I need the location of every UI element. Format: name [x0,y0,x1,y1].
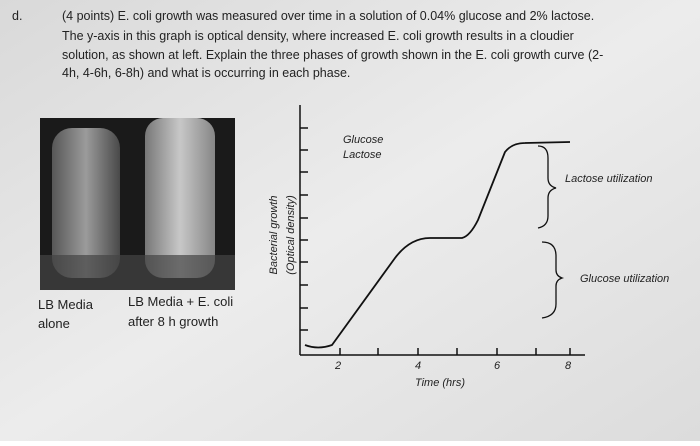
photo-label: LB Media [38,297,94,312]
photo-label: alone [38,316,70,331]
annotation: Lactose utilization [565,173,652,185]
graph-axes [299,105,585,356]
question-line: solution, as shown at left. Explain the … [62,48,603,62]
y-axis-label: Bacterial growth [268,196,280,275]
question-line: The y-axis in this graph is optical dens… [62,29,574,43]
photo-label: after 8 h growth [128,314,218,329]
legend-label: Lactose [343,149,382,161]
x-tick-label: 6 [494,360,501,372]
brace [537,145,557,229]
question-label: d. [12,9,22,23]
question-line: (4 points) E. coli growth was measured o… [62,9,594,23]
growth-curve [304,141,571,349]
y-axis-label: (Optical density) [285,195,297,275]
x-axis-label: Time (hrs) [415,377,465,389]
photo-label: LB Media + E. coli [128,294,233,309]
x-tick-label: 2 [334,360,341,372]
photo [40,118,235,290]
brace [541,241,565,319]
annotation: Glucose utilization [580,273,669,285]
question-line: 4h, 4-6h, 6-8h) and what is occurring in… [62,66,350,80]
x-tick-label: 8 [565,360,572,372]
legend-label: Glucose [343,134,383,146]
x-tick-label: 4 [415,360,421,372]
